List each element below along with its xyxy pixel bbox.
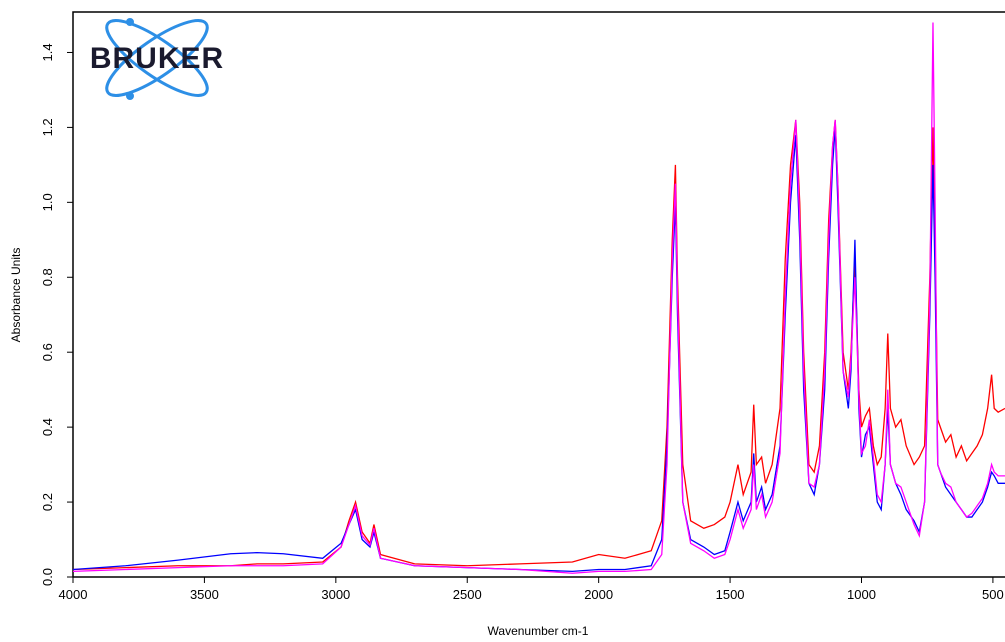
- y-tick-label: 0.0: [40, 568, 55, 586]
- logo-orbit: [105, 19, 209, 97]
- spectrum-line: [72, 22, 1005, 574]
- logo-dot: [126, 18, 134, 26]
- x-tick-label: 3000: [321, 587, 350, 602]
- y-tick-label: 0.6: [40, 343, 55, 361]
- y-tick-label: 1.2: [40, 118, 55, 136]
- x-tick-label: 2500: [453, 587, 482, 602]
- x-tick-label: 3500: [190, 587, 219, 602]
- spectrum-line: [72, 119, 1005, 571]
- y-tick-label: 0.8: [40, 268, 55, 286]
- y-tick-label: 1.4: [40, 43, 55, 61]
- x-tick-label: 1000: [847, 587, 876, 602]
- x-axis-label: Wavenumber cm-1: [488, 624, 589, 638]
- logo-orbit: [105, 19, 209, 97]
- x-tick-label: 1500: [716, 587, 745, 602]
- y-tick-label: 0.4: [40, 418, 55, 436]
- y-tick-label: 0.2: [40, 493, 55, 511]
- logo: BRUKER: [90, 18, 224, 100]
- x-tick-label: 500: [982, 587, 1004, 602]
- y-tick-label: 1.0: [40, 193, 55, 211]
- logo-text: BRUKER: [90, 42, 224, 75]
- spectrum-line: [72, 127, 1005, 573]
- logo-dot: [126, 92, 134, 100]
- plot-frame: [72, 11, 1005, 578]
- x-tick-label: 2000: [584, 587, 613, 602]
- y-axis-label: Absorbance Units: [9, 248, 23, 343]
- x-tick-label: 4000: [59, 587, 88, 602]
